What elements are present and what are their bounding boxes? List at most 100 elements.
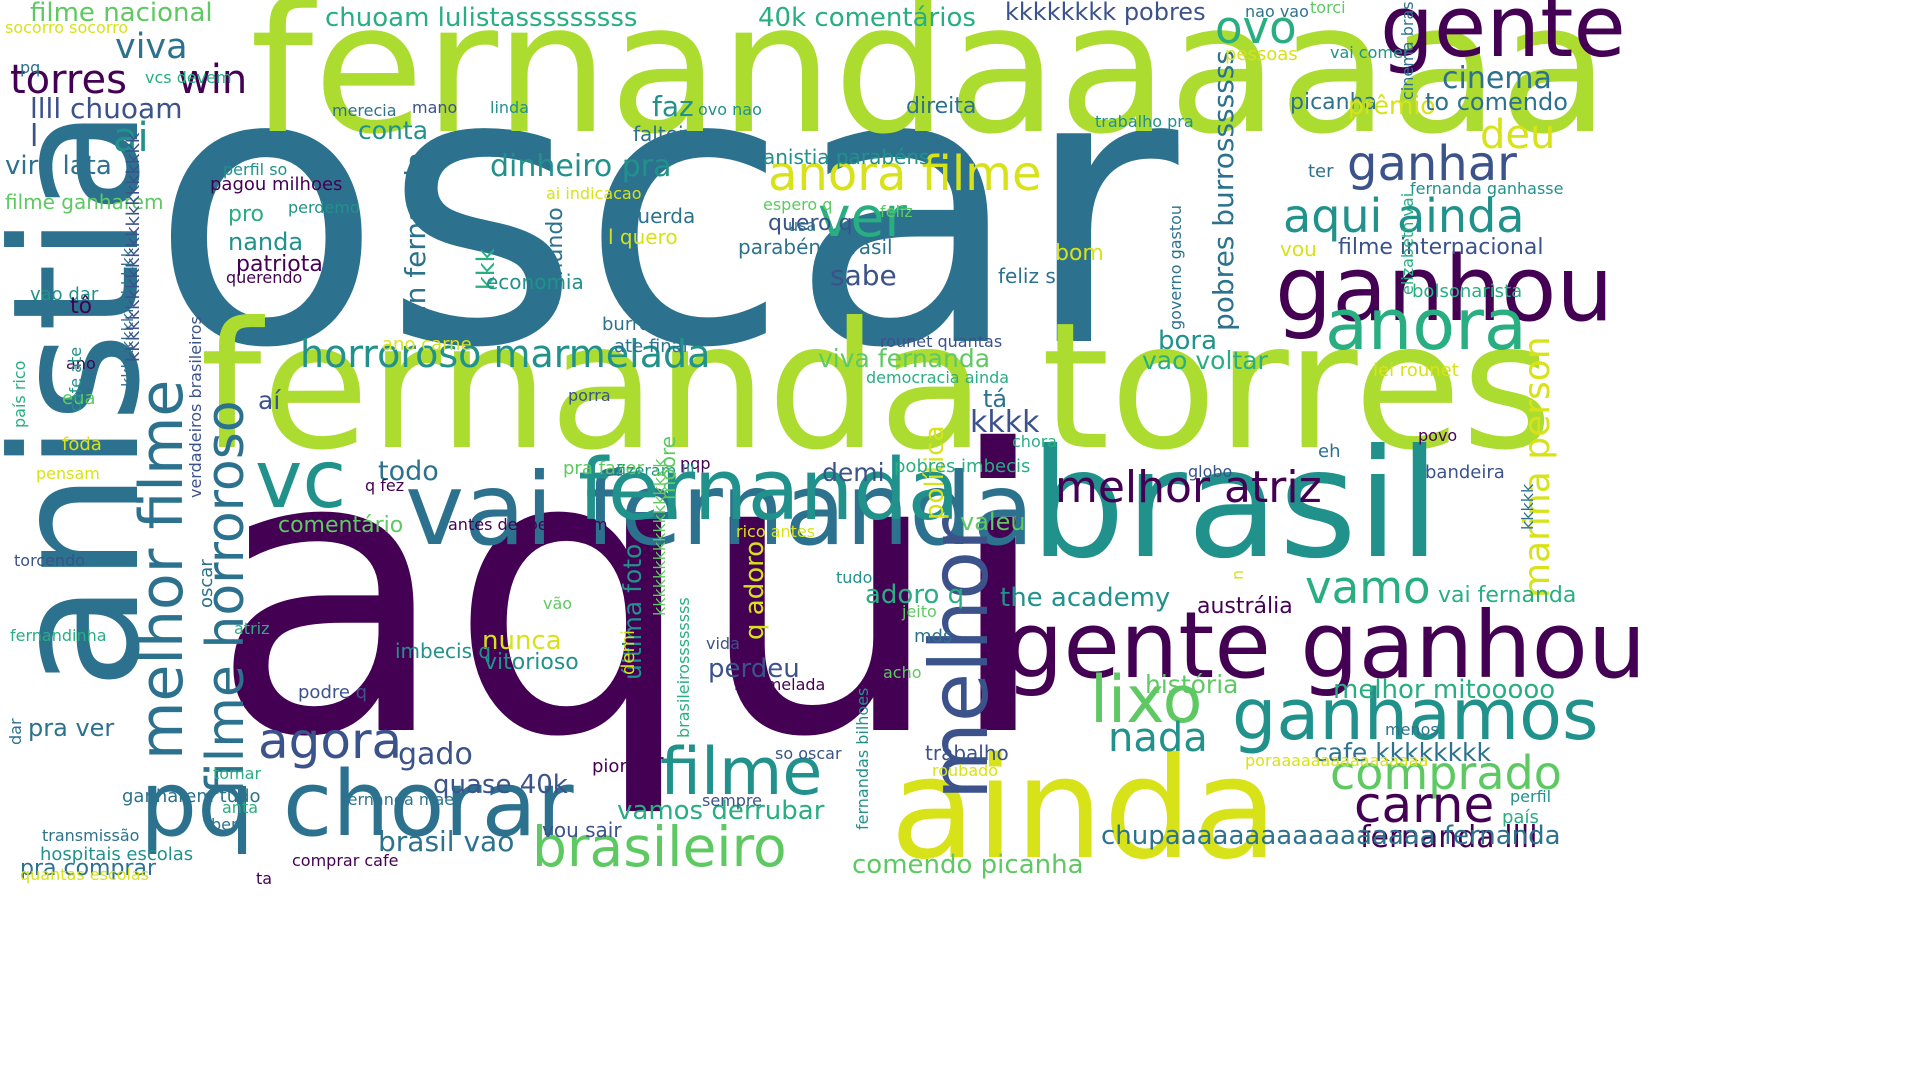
word-transmissao: transmissão <box>42 826 140 845</box>
word-picanha: picanha <box>1290 90 1378 115</box>
word-q-adoro: q adoro <box>740 540 770 640</box>
word-vai-comer: vai comer <box>1330 43 1410 62</box>
word-governo-gastou: governo gastou <box>1166 204 1185 330</box>
word-imbecis-q: imbecis q <box>395 639 492 663</box>
word-l-quero: l quero <box>608 225 678 249</box>
word-pobres-imbecis: pobres imbecis <box>894 456 1031 477</box>
word-filme: filme <box>660 735 823 810</box>
word-pobres-burrosssssss: pobres burrosssssss <box>1207 50 1240 331</box>
word-trabalho: trabalho <box>925 741 1009 765</box>
word-poraaaaaaaaaaaaaaaa: poraaaaaaaaaaaaaaaa <box>1245 751 1429 770</box>
word-kkkkk: kkkkk <box>1518 483 1537 530</box>
word-pq-chorar: pq chorar <box>140 752 574 857</box>
word-hospitais-escolas: hospitais escolas <box>40 844 194 865</box>
word-mano: mano <box>412 98 458 117</box>
word-elizabeth-vai: elizabeth vai <box>1398 192 1417 295</box>
word-marina-person: marina person <box>1517 336 1558 598</box>
word-quero-q: quero q <box>768 211 853 236</box>
word-australia: austrália <box>1197 594 1293 619</box>
word-perdeu: perdeu <box>708 654 800 684</box>
word-comprado: comprado <box>1330 746 1562 800</box>
word-gado: gado <box>398 737 473 772</box>
word-vamo: vamo <box>1305 561 1431 614</box>
word-fernanda-llll: fernanda llll <box>1360 820 1538 855</box>
word-fernanda-ganhasse: fernanda ganhasse <box>1410 179 1564 198</box>
word-vida: vida <box>706 634 740 653</box>
word-gente-ganhou: gente ganhou <box>1005 592 1647 699</box>
word-porra: porra <box>568 386 611 405</box>
word-ate-final: ate final <box>614 336 688 357</box>
word-nao-vao: nao vao <box>1245 2 1309 21</box>
word-viva: viva <box>115 27 188 67</box>
word-bem: bem <box>211 815 247 834</box>
word-deu: deu <box>1480 112 1556 158</box>
word-horroroso-marmelada: horroroso marmelada <box>300 332 711 376</box>
word-eua: eua <box>62 388 96 409</box>
word-n: n <box>1228 569 1247 580</box>
word-perdemo: perdemo <box>288 198 360 217</box>
word-parabens-brasil: parabéns brasil <box>738 235 893 259</box>
word-dinheiro-pra: dinheiro pra <box>490 149 672 184</box>
word-chupaaaaaaaaaaaaaaaaa-fernanda: chupaaaaaaaaaaaaaaaaa fernanda <box>1101 821 1561 851</box>
word-verdadeiros-brasileiros: verdadeiros brasileiros <box>186 316 205 498</box>
word-valeu: valeu <box>960 508 1026 536</box>
word-ai: aí <box>258 386 281 415</box>
word-pais: país <box>1502 807 1539 828</box>
word-pior: pior <box>592 756 627 777</box>
word-aqui-ainda: aqui ainda <box>1283 189 1525 243</box>
word-anta: anta <box>222 798 259 817</box>
word-filme-nacional: filme nacional <box>30 0 213 28</box>
word-ai: ai <box>113 115 149 161</box>
word-oscar: oscar <box>150 0 1179 431</box>
word-historia: história <box>1145 670 1239 699</box>
word-l: l <box>30 119 39 154</box>
word-ai-indicacao: ai indicacao <box>546 184 642 203</box>
word-fernandaaaaaa: fernandaaaaaa <box>250 0 1610 174</box>
word-comendo-picanha: comendo picanha <box>852 850 1084 880</box>
word-gente: gente <box>1380 0 1626 77</box>
word-ver: ver <box>818 185 907 249</box>
word-pq: pq <box>20 58 41 77</box>
word-oscar: oscar <box>196 559 217 608</box>
word-ovo: ovo <box>1215 1 1297 54</box>
word-bora: bora <box>1158 326 1218 356</box>
word-cinema-brasileiro: cinema brasileiro <box>1398 0 1417 100</box>
word-ano-carne: ano carne <box>382 334 472 355</box>
word-vou: vou <box>1280 237 1317 261</box>
word-quantas-escolas: quantas escolas <box>20 865 150 884</box>
word-melhor-filme: melhor filme <box>127 379 197 760</box>
word-ovo-nao: ovo nao <box>698 100 762 119</box>
word-q-fizeram: q fizeram <box>640 673 664 768</box>
word-ano: ano <box>66 354 96 373</box>
word-dar: dar <box>6 718 25 745</box>
word-torci: torci <box>1310 0 1346 17</box>
word-fernandas-bilhoes: fernandas bilhoes <box>853 687 872 830</box>
word-tomar: tomar <box>213 764 262 783</box>
word-vc: vc <box>255 433 347 526</box>
word-tudo: tudo <box>836 568 873 587</box>
word-globo: globo <box>1188 462 1233 481</box>
word-vamos-derrubar: vamos derrubar <box>617 796 825 826</box>
word-to-comendo: to comendo <box>1425 88 1568 116</box>
word-kkkkkkkkkkkkkkkkk: kkkkkkkkkkkkkkkkk <box>650 458 669 616</box>
word-conta: conta <box>358 116 429 145</box>
word-ainda: ainda <box>890 728 1279 891</box>
word-pra-comprar: pra comprar <box>20 856 157 881</box>
word-merecia: merecia <box>332 101 397 120</box>
word-bolsonarista: bolsonarista <box>1412 281 1523 302</box>
word-povo: povo <box>1418 426 1458 445</box>
word-rounet-quantas: rounet quantas <box>880 332 1003 351</box>
word-cafe-kkkkkkkk: cafe kkkkkkkk <box>1314 738 1492 767</box>
word-acho: acho <box>883 663 922 682</box>
word-burros-governo: burros governo <box>602 314 739 335</box>
word-vcs-devem: vcs devem <box>145 68 232 87</box>
word-ganhamos: ganhamos <box>1232 674 1599 756</box>
word-filme-internacional: filme internacional <box>1338 235 1544 260</box>
word-faltei: faltei <box>633 122 684 146</box>
word-sempre: sempre <box>702 791 762 810</box>
word-llll-chuoam: llll chuoam <box>30 92 183 125</box>
word-lixo: lixo <box>1090 663 1203 738</box>
word-kkkkkkkk-pobres: kkkkkkkk pobres <box>1005 0 1206 26</box>
word-fernanda-torres: fernanda torres <box>200 286 1553 489</box>
word-melhor-atriz: melhor atriz <box>1055 462 1322 513</box>
